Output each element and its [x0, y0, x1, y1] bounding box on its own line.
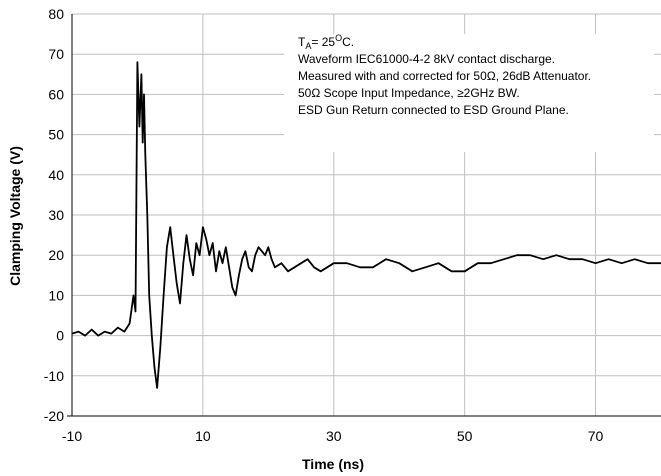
annotation: TA= 25OC. Waveform IEC61000-4-2 8kV cont…: [284, 33, 654, 152]
x-axis-title: Time (ns): [302, 456, 364, 472]
annotation-line-4: 50Ω Scope Input Impedance, ≥2GHz BW.: [298, 86, 520, 100]
y-tick-label: -20: [44, 408, 64, 424]
annotation-unit: C.: [342, 35, 354, 49]
y-tick-label: 0: [56, 328, 64, 344]
y-tick-label: 20: [48, 247, 64, 263]
y-tick-label: 80: [48, 6, 64, 22]
y-tick-label: 10: [48, 287, 64, 303]
x-tick-label: 30: [326, 428, 342, 444]
y-tick-label: 40: [48, 167, 64, 183]
y-tick-label: -10: [44, 368, 64, 384]
annotation-line-2: Waveform IEC61000-4-2 8kV contact discha…: [298, 52, 555, 66]
annotation-eq: = 25: [311, 35, 335, 49]
y-tick-label: 50: [48, 127, 64, 143]
annotation-degree: O: [335, 33, 342, 43]
x-tick-label: -10: [62, 428, 82, 444]
x-tick-label: 70: [588, 428, 604, 444]
y-tick-labels: -20 -10 0 10 20 30 40 50 60 70 80: [44, 6, 64, 424]
annotation-line-3: Measured with and corrected for 50Ω, 26d…: [298, 69, 591, 83]
x-tick-label: 10: [195, 428, 211, 444]
annotation-line-5: ESD Gun Return connected to ESD Ground P…: [298, 103, 569, 117]
y-tick-label: 70: [48, 46, 64, 62]
y-tick-label: 30: [48, 207, 64, 223]
y-axis-title: Clamping Voltage (V): [7, 146, 23, 286]
x-tick-labels: -10 10 30 50 70: [62, 428, 604, 444]
y-tick-label: 60: [48, 86, 64, 102]
x-tick-label: 50: [457, 428, 473, 444]
